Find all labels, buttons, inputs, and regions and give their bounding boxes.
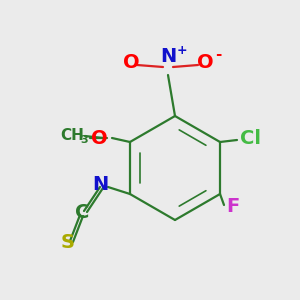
Text: O: O — [92, 128, 108, 148]
Text: -: - — [215, 47, 221, 62]
Text: O: O — [197, 52, 213, 71]
Text: 3: 3 — [80, 135, 88, 145]
Text: F: F — [226, 197, 239, 217]
Text: CH: CH — [60, 128, 84, 143]
Text: N: N — [92, 176, 108, 194]
Text: Cl: Cl — [240, 128, 261, 148]
Text: O: O — [123, 52, 139, 71]
Text: S: S — [61, 233, 75, 253]
Text: N: N — [160, 47, 176, 67]
Text: C: C — [75, 203, 89, 223]
Text: +: + — [177, 44, 187, 56]
